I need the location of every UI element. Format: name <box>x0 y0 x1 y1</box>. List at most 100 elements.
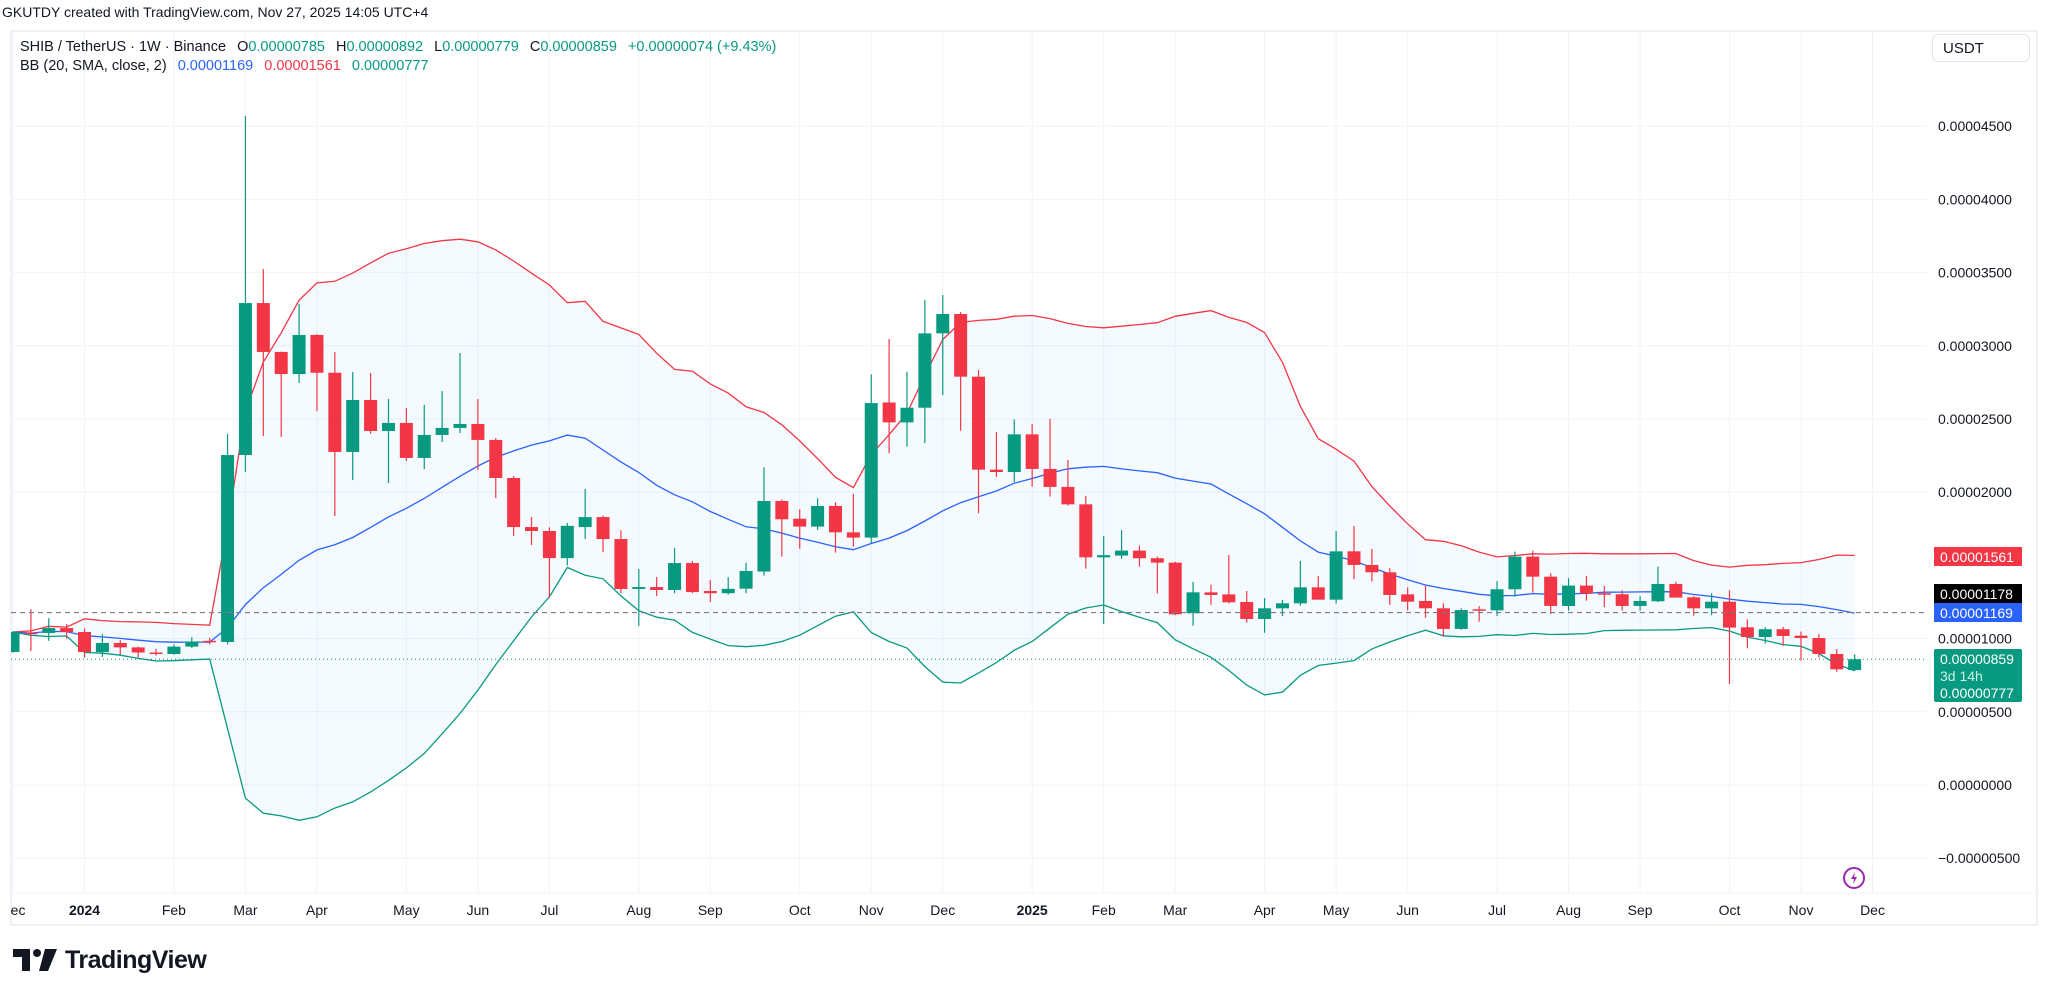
bb-lower-value: 0.00000777 <box>351 58 429 74</box>
candle <box>900 371 914 447</box>
lower-band-marker-text: 0.00000777 <box>1940 685 2014 701</box>
candle <box>95 634 109 657</box>
candle-body <box>1740 627 1754 637</box>
candle-body <box>471 423 485 440</box>
upper-band-line <box>12 238 1855 633</box>
candle-body <box>417 434 431 458</box>
candle <box>346 372 360 481</box>
candle-body <box>1186 592 1200 614</box>
candle <box>793 509 807 549</box>
candle-body <box>811 505 825 527</box>
candle-body <box>489 439 503 478</box>
candle-body <box>131 647 145 653</box>
candle-body <box>650 587 664 590</box>
candle <box>739 562 753 594</box>
candle <box>1401 587 1415 611</box>
candle-body <box>1776 629 1790 636</box>
candle-body <box>882 402 896 423</box>
candle-body <box>42 628 56 634</box>
candle-body <box>1562 585 1576 606</box>
candle <box>846 493 860 547</box>
candle <box>1776 626 1790 646</box>
candle-body <box>1490 589 1504 611</box>
candle-body <box>78 632 92 653</box>
candle <box>775 499 789 557</box>
y-tick-label: 0.00000000 <box>1938 777 2012 793</box>
indicator-title[interactable]: BB (20, SMA, close, 2) <box>20 58 167 74</box>
bb-upper-value: 0.00001561 <box>264 58 341 74</box>
lower-band-line <box>12 566 1855 821</box>
candle <box>668 547 682 594</box>
candle-body <box>221 455 235 642</box>
line-price-marker-text: 0.00001178 <box>1940 586 2013 602</box>
x-tick-label: Mar <box>233 902 257 918</box>
candle-body <box>310 334 324 373</box>
candle-body <box>1329 551 1343 600</box>
candle-body <box>1848 659 1862 671</box>
currency-button[interactable]: USDT <box>1932 34 2030 62</box>
candle <box>614 530 628 594</box>
lightning-icon[interactable] <box>1843 867 1865 889</box>
candle-body <box>954 314 968 377</box>
y-tick-label: 0.00004500 <box>1938 118 2012 134</box>
candle-body <box>685 563 699 593</box>
time-axis[interactable]: Dec 2024 Feb Mar Apr May Jun Jul Aug Sep Oct Nov Dec… <box>1 902 1885 918</box>
candle <box>1007 419 1021 482</box>
x-tick-label: May <box>393 902 419 918</box>
candle-body <box>1383 572 1397 595</box>
symbol-legend-row: SHIB / TetherUS · 1W · Binance O0.000007… <box>20 38 776 57</box>
candle-body <box>1508 556 1522 590</box>
candle-body <box>989 469 1003 472</box>
candle-body <box>1150 558 1164 563</box>
candle-body <box>1132 550 1146 559</box>
candle <box>1705 593 1719 616</box>
candle <box>1651 566 1665 602</box>
candle <box>1758 627 1772 644</box>
tradingview-logo[interactable]: TradingView <box>13 946 207 974</box>
y-tick-label: 0.00002000 <box>1938 484 2012 500</box>
candle-body <box>167 646 181 654</box>
candle <box>1848 654 1862 671</box>
candle <box>399 408 413 462</box>
candle <box>149 648 163 656</box>
price-axis[interactable]: 0.00004500 0.00004000 0.00003500 0.00003000… <box>1938 118 2020 866</box>
candle-body <box>846 532 860 538</box>
candles <box>11 115 1862 684</box>
chart-legend: SHIB / TetherUS · 1W · Binance O0.000007… <box>20 38 776 76</box>
candle <box>60 623 74 639</box>
y-tick-label: 0.00001000 <box>1938 631 2012 647</box>
tradingview-logo-icon <box>13 949 57 971</box>
candle-body <box>1347 551 1361 565</box>
candle <box>542 527 556 599</box>
y-tick-label: 0.00003000 <box>1938 338 2012 354</box>
candle-body <box>1419 600 1433 609</box>
candle <box>1472 606 1486 622</box>
x-tick-label: Feb <box>162 902 186 918</box>
candle-body <box>1669 583 1683 598</box>
candle <box>1132 545 1146 567</box>
low-value: 0.00000779 <box>442 39 519 55</box>
candle <box>1168 561 1182 616</box>
symbol-title[interactable]: SHIB / TetherUS · 1W · Binance <box>20 39 227 55</box>
x-tick-label: 2025 <box>1017 902 1048 918</box>
candle-body <box>596 517 610 540</box>
x-tick-label: Jun <box>467 902 490 918</box>
x-tick-label: May <box>1323 902 1349 918</box>
candle <box>78 628 92 658</box>
chart-pane <box>10 30 2038 926</box>
candle-body <box>274 351 288 375</box>
candle <box>1025 423 1039 487</box>
candle-body <box>1544 576 1558 606</box>
candle <box>1204 584 1218 605</box>
x-tick-label: Sep <box>1628 902 1653 918</box>
candle <box>864 374 878 544</box>
candle-body <box>721 588 735 594</box>
candle-body <box>507 477 521 528</box>
last-price-marker <box>1934 649 2022 702</box>
upper-band-marker-text: 0.00001561 <box>1940 549 2014 565</box>
candle-body <box>256 303 270 352</box>
candle-body <box>203 640 217 643</box>
candle-body <box>775 500 789 520</box>
candle <box>632 569 646 627</box>
